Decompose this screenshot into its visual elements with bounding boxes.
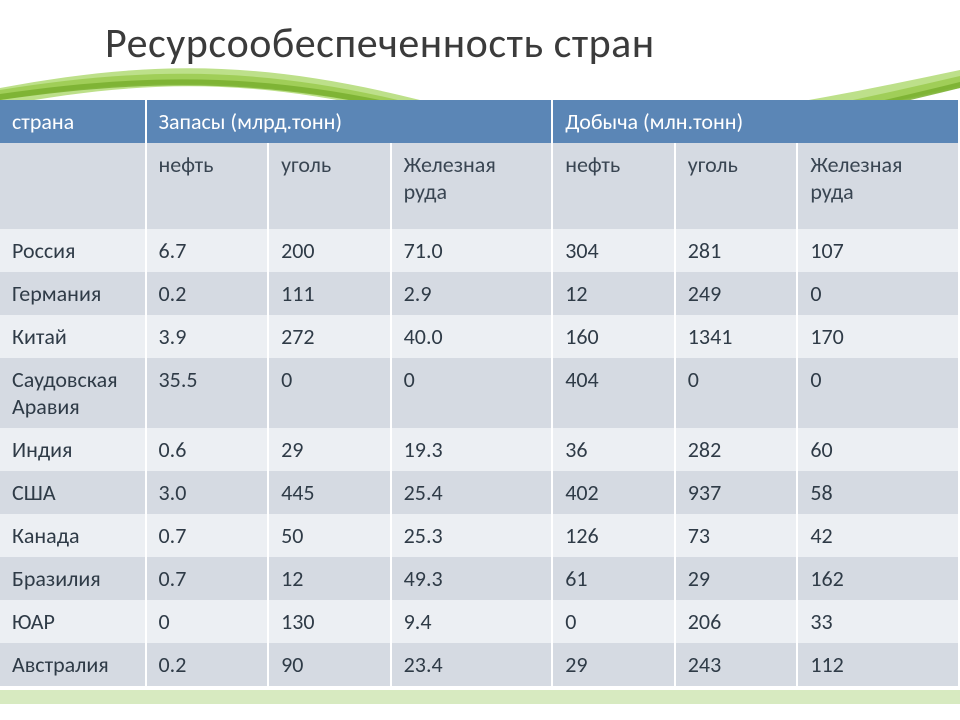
cell-country: Бразилия <box>0 557 146 600</box>
cell-country: Китай <box>0 315 146 358</box>
subh-2: уголь <box>268 143 391 229</box>
cell-value: 19.3 <box>391 428 553 471</box>
cell-value: 937 <box>675 471 798 514</box>
table-row: Россия6.720071.0304281107 <box>0 229 959 272</box>
cell-value: 12 <box>552 272 675 315</box>
cell-value: 61 <box>552 557 675 600</box>
cell-value: 25.3 <box>391 514 553 557</box>
subh-5: уголь <box>675 143 798 229</box>
cell-country: Германия <box>0 272 146 315</box>
subh-0 <box>0 143 146 229</box>
table-row: ЮАР01309.4020633 <box>0 600 959 643</box>
cell-value: 29 <box>552 643 675 686</box>
cell-country: Саудовская Аравия <box>0 358 146 428</box>
cell-country: Канада <box>0 514 146 557</box>
cell-country: Индия <box>0 428 146 471</box>
cell-value: 249 <box>675 272 798 315</box>
cell-value: 126 <box>552 514 675 557</box>
cell-value: 0 <box>797 358 959 428</box>
cell-value: 73 <box>675 514 798 557</box>
table-row: Саудовская Аравия35.50040400 <box>0 358 959 428</box>
cell-value: 402 <box>552 471 675 514</box>
table-row: Бразилия0.71249.36129162 <box>0 557 959 600</box>
cell-value: 1341 <box>675 315 798 358</box>
cell-value: 12 <box>268 557 391 600</box>
cell-value: 170 <box>797 315 959 358</box>
slide-title: Ресурсообеспеченность стран <box>105 18 655 69</box>
table-row: Китай3.927240.01601341170 <box>0 315 959 358</box>
cell-value: 49.3 <box>391 557 553 600</box>
cell-value: 6.7 <box>146 229 269 272</box>
cell-value: 281 <box>675 229 798 272</box>
cell-value: 0 <box>268 358 391 428</box>
cell-country: США <box>0 471 146 514</box>
cell-value: 90 <box>268 643 391 686</box>
subh-3: Железная руда <box>391 143 553 229</box>
table-row: Германия0.21112.9122490 <box>0 272 959 315</box>
cell-value: 0 <box>552 600 675 643</box>
cell-value: 304 <box>552 229 675 272</box>
table-head: страна Запасы (млрд.тонн) Добыча (млн.то… <box>0 100 959 229</box>
cell-value: 282 <box>675 428 798 471</box>
table-row: Австралия0.29023.429243112 <box>0 643 959 686</box>
cell-country: ЮАР <box>0 600 146 643</box>
cell-value: 3.9 <box>146 315 269 358</box>
cell-value: 130 <box>268 600 391 643</box>
col-mining: Добыча (млн.тонн) <box>552 100 959 143</box>
cell-country: Россия <box>0 229 146 272</box>
table-row: Канада0.75025.31267342 <box>0 514 959 557</box>
cell-value: 0.2 <box>146 272 269 315</box>
cell-value: 35.5 <box>146 358 269 428</box>
cell-value: 3.0 <box>146 471 269 514</box>
col-country: страна <box>0 100 146 143</box>
cell-value: 0.6 <box>146 428 269 471</box>
cell-value: 206 <box>675 600 798 643</box>
subh-1: нефть <box>146 143 269 229</box>
cell-value: 29 <box>675 557 798 600</box>
cell-value: 107 <box>797 229 959 272</box>
group-header-row: страна Запасы (млрд.тонн) Добыча (млн.то… <box>0 100 959 143</box>
cell-value: 58 <box>797 471 959 514</box>
cell-value: 160 <box>552 315 675 358</box>
cell-value: 0 <box>797 272 959 315</box>
cell-value: 200 <box>268 229 391 272</box>
cell-value: 0.7 <box>146 557 269 600</box>
cell-value: 71.0 <box>391 229 553 272</box>
col-reserves: Запасы (млрд.тонн) <box>146 100 553 143</box>
cell-value: 112 <box>797 643 959 686</box>
cell-value: 40.0 <box>391 315 553 358</box>
subh-6: Железная руда <box>797 143 959 229</box>
table-row: Индия0.62919.33628260 <box>0 428 959 471</box>
cell-value: 60 <box>797 428 959 471</box>
cell-value: 445 <box>268 471 391 514</box>
cell-value: 2.9 <box>391 272 553 315</box>
cell-value: 0.2 <box>146 643 269 686</box>
table-row: США3.044525.440293758 <box>0 471 959 514</box>
cell-value: 0 <box>391 358 553 428</box>
cell-value: 25.4 <box>391 471 553 514</box>
cell-value: 162 <box>797 557 959 600</box>
cell-value: 50 <box>268 514 391 557</box>
cell-value: 111 <box>268 272 391 315</box>
cell-value: 36 <box>552 428 675 471</box>
footer-bar <box>0 690 960 704</box>
cell-value: 29 <box>268 428 391 471</box>
cell-value: 272 <box>268 315 391 358</box>
sub-header-row: нефть уголь Железная руда нефть уголь Же… <box>0 143 959 229</box>
cell-country: Австралия <box>0 643 146 686</box>
cell-value: 0 <box>675 358 798 428</box>
slide: Ресурсообеспеченность стран страна Запас… <box>0 0 960 720</box>
cell-value: 33 <box>797 600 959 643</box>
cell-value: 9.4 <box>391 600 553 643</box>
cell-value: 243 <box>675 643 798 686</box>
cell-value: 23.4 <box>391 643 553 686</box>
resource-table: страна Запасы (млрд.тонн) Добыча (млн.то… <box>0 100 960 686</box>
table-body: Россия6.720071.0304281107Германия0.21112… <box>0 229 959 686</box>
cell-value: 42 <box>797 514 959 557</box>
resource-table-wrap: страна Запасы (млрд.тонн) Добыча (млн.то… <box>0 100 960 686</box>
cell-value: 0.7 <box>146 514 269 557</box>
cell-value: 404 <box>552 358 675 428</box>
subh-4: нефть <box>552 143 675 229</box>
cell-value: 0 <box>146 600 269 643</box>
